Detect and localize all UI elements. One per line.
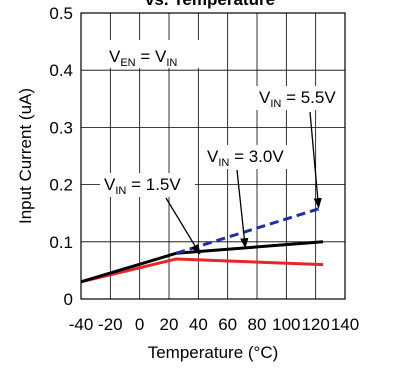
y-tick-label: 0.1: [49, 233, 73, 252]
x-tick-label: -40: [69, 315, 94, 334]
y-tick-label: 0.4: [49, 61, 73, 80]
x-tick-label: 80: [248, 315, 267, 334]
y-tick-label: 0.2: [49, 176, 73, 195]
vin15-label-bg: [100, 173, 195, 197]
y-tick-label: 0.5: [49, 4, 73, 23]
vin30-label-bg: [203, 145, 291, 169]
series-layer: [80, 206, 324, 284]
y-axis-label: Input Current (uA): [16, 88, 35, 224]
condition-label-bg: [106, 40, 202, 68]
x-tick-label: 0: [135, 315, 144, 334]
x-tick-label: 100: [272, 315, 300, 334]
annotations: VEN = VIN VIN = 5.5V VIN = 3.0V VIN = 1.…: [100, 40, 343, 197]
x-tick-label: -20: [98, 315, 123, 334]
condition-label: VEN = VIN: [109, 47, 177, 69]
x-axis-label: Temperature (°C): [148, 343, 279, 362]
x-tick-labels: -40 -20 0 20 40 60 80 100 120 140: [69, 315, 359, 334]
y-tick-labels: 0 0.1 0.2 0.3 0.4 0.5: [49, 4, 73, 309]
x-tick-label: 140: [331, 315, 359, 334]
x-tick-label: 40: [189, 315, 208, 334]
annotation-arrow: [236, 169, 249, 249]
vin30-label: VIN = 3.0V: [207, 147, 284, 169]
annotation-arrows: [165, 111, 322, 255]
y-tick-label: 0.3: [49, 118, 73, 137]
plot-frame: [80, 12, 346, 300]
vin55-label-bg: [255, 86, 343, 110]
chart-title: vs. Temperature: [145, 0, 275, 9]
vin15-label: VIN = 1.5V: [104, 175, 181, 197]
x-tick-label: 20: [160, 315, 179, 334]
y-tick-label: 0: [64, 290, 73, 309]
annotation-arrow: [165, 197, 201, 255]
vin55-label: VIN = 5.5V: [259, 88, 336, 110]
x-tick-label: 60: [218, 315, 237, 334]
series-line: [80, 257, 324, 284]
annotation-arrow: [309, 111, 322, 209]
series-line: [175, 206, 324, 255]
x-tick-label: 120: [301, 315, 329, 334]
